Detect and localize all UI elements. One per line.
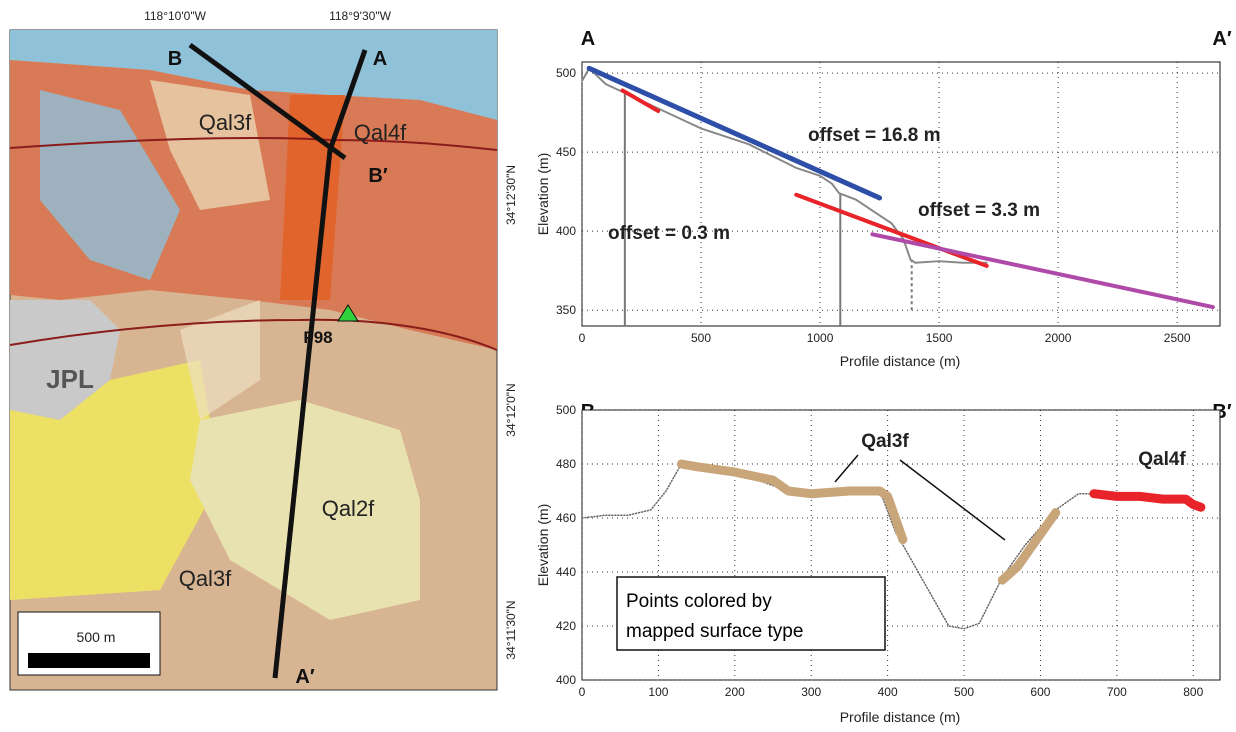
map-label: F98 — [303, 328, 332, 347]
profile-label: A — [581, 28, 595, 50]
x-tick-label: 300 — [801, 685, 821, 699]
x-tick-label: 500 — [954, 685, 974, 699]
y-tick-label: 460 — [556, 511, 576, 525]
map-label: A — [373, 48, 387, 70]
map-label: B′ — [368, 165, 387, 187]
map-label: Qal4f — [354, 120, 407, 145]
y-tick-label: 400 — [556, 673, 576, 687]
y-tick-label: 500 — [556, 403, 576, 417]
map-latitude: 34°11'30"N — [504, 600, 518, 659]
figure: 118°10'0"W 118°9'30"W 34°12'30"N 34°12'0… — [0, 0, 1236, 727]
annotation: Points colored by — [626, 591, 772, 612]
annotation: offset = 3.3 m — [918, 200, 1040, 221]
y-tick-label: 420 — [556, 619, 576, 633]
geologic-map: 118°10'0"W 118°9'30"W 34°12'30"N 34°12'0… — [10, 9, 518, 690]
x-tick-label: 600 — [1030, 685, 1050, 699]
annotation: Qal4f — [1138, 449, 1186, 470]
y-axis-label: Elevation (m) — [535, 153, 551, 235]
x-axis-label: Profile distance (m) — [840, 709, 961, 725]
map-longitude: 118°9'30"W — [329, 9, 392, 23]
map-label: JPL — [46, 364, 94, 394]
x-tick-label: 0 — [579, 331, 586, 345]
y-tick-label: 400 — [556, 224, 576, 238]
x-tick-label: 200 — [725, 685, 745, 699]
map-label: Qal2f — [322, 496, 375, 521]
profile-label: A′ — [1212, 28, 1231, 50]
map-label: A′ — [295, 666, 314, 688]
map-label: Qal3f — [179, 566, 232, 591]
x-tick-label: 800 — [1183, 685, 1203, 699]
x-tick-label: 0 — [579, 685, 586, 699]
scale-label: 500 m — [77, 629, 116, 645]
map-label: Qal3f — [199, 110, 252, 135]
y-axis-label: Elevation (m) — [535, 504, 551, 586]
map-label: B — [168, 48, 182, 70]
annotation: Qal3f — [861, 431, 909, 452]
x-tick-label: 2500 — [1164, 331, 1191, 345]
y-tick-label: 500 — [556, 66, 576, 80]
y-tick-label: 450 — [556, 145, 576, 159]
y-tick-label: 440 — [556, 565, 576, 579]
x-tick-label: 1000 — [807, 331, 834, 345]
x-tick-label: 500 — [691, 331, 711, 345]
y-tick-label: 350 — [556, 303, 576, 317]
map-latitude: 34°12'30"N — [504, 165, 518, 225]
x-tick-label: 1500 — [926, 331, 953, 345]
x-axis-label: Profile distance (m) — [840, 353, 961, 369]
x-tick-label: 2000 — [1045, 331, 1072, 345]
y-tick-label: 480 — [556, 457, 576, 471]
x-tick-label: 100 — [648, 685, 668, 699]
map-longitude: 118°10'0"W — [144, 9, 207, 23]
annotation: offset = 16.8 m — [808, 125, 941, 146]
annotation: offset = 0.3 m — [608, 223, 730, 244]
x-tick-label: 700 — [1107, 685, 1127, 699]
map-latitude: 34°12'0"N — [504, 383, 518, 436]
x-tick-label: 400 — [878, 685, 898, 699]
annotation: mapped surface type — [626, 621, 803, 642]
